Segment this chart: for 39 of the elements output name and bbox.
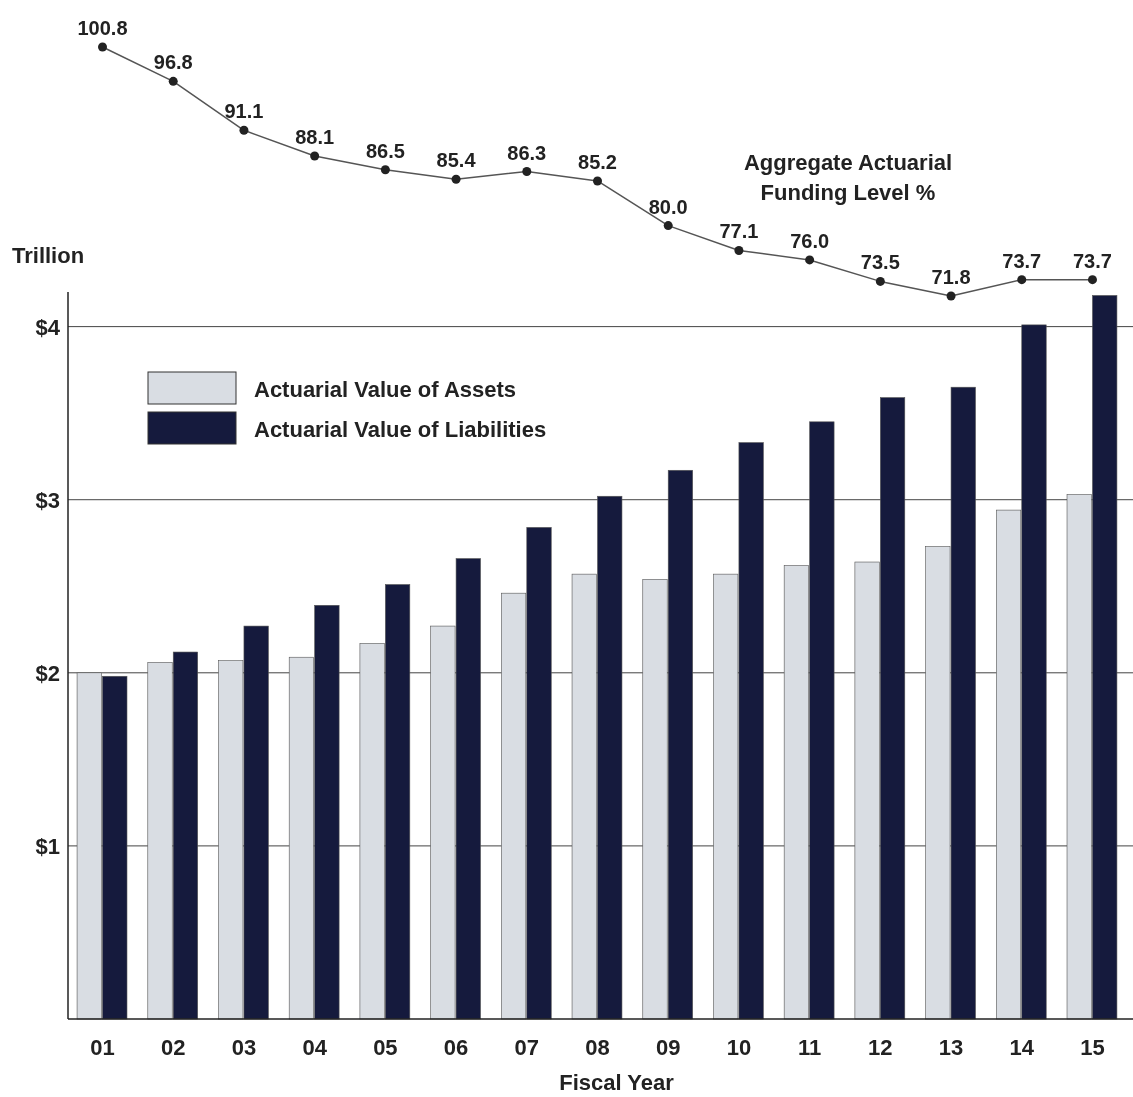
legend-label: Actuarial Value of Liabilities [254,417,547,442]
y-tick-label: $2 [35,660,60,686]
data-label: 77.1 [719,220,759,243]
data-label: 73.7 [1002,249,1042,272]
x-tick-label: 11 [798,1035,822,1060]
x-tick-label: 03 [231,1035,257,1060]
x-tick-label: 06 [443,1035,469,1060]
data-label: 80.0 [648,195,688,218]
y-tick-label: $4 [35,314,61,340]
x-tick-label: 13 [938,1035,964,1060]
data-label: 86.3 [507,141,547,164]
y-tick-label: $3 [35,487,60,513]
x-tick-label: 10 [726,1035,752,1060]
series-label: Aggregate Actuarial Funding Level % [743,150,953,205]
data-label: 73.7 [1073,249,1112,272]
x-tick-label: 02 [161,1035,186,1060]
x-tick-label: 01 [90,1035,115,1060]
data-label: 73.5 [860,251,900,274]
y-tick-label: $1 [35,833,60,859]
data-label: 88.1 [295,126,335,149]
x-tick-label: 12 [868,1035,893,1060]
x-tick-label: 04 [302,1035,328,1060]
x-tick-label: 09 [655,1035,681,1060]
data-label: 85.2 [578,150,617,173]
x-tick-label: 05 [373,1035,398,1060]
y-axis-title: Trillion [12,243,85,268]
x-axis-title: Fiscal Year [559,1070,675,1095]
data-label: 76.0 [790,229,830,252]
x-tick-label: 15 [1080,1035,1105,1060]
legend-label: Actuarial Value of Assets [254,377,517,402]
data-label: 96.8 [153,51,193,74]
data-label: 100.8 [77,17,128,39]
x-tick-label: 07 [514,1035,540,1060]
data-label: 71.8 [931,266,971,288]
x-tick-label: 14 [1009,1035,1035,1060]
x-tick-label: 08 [585,1035,610,1060]
data-label: 85.4 [436,149,477,172]
data-label: 86.5 [365,139,405,162]
data-label: 91.1 [224,100,264,123]
